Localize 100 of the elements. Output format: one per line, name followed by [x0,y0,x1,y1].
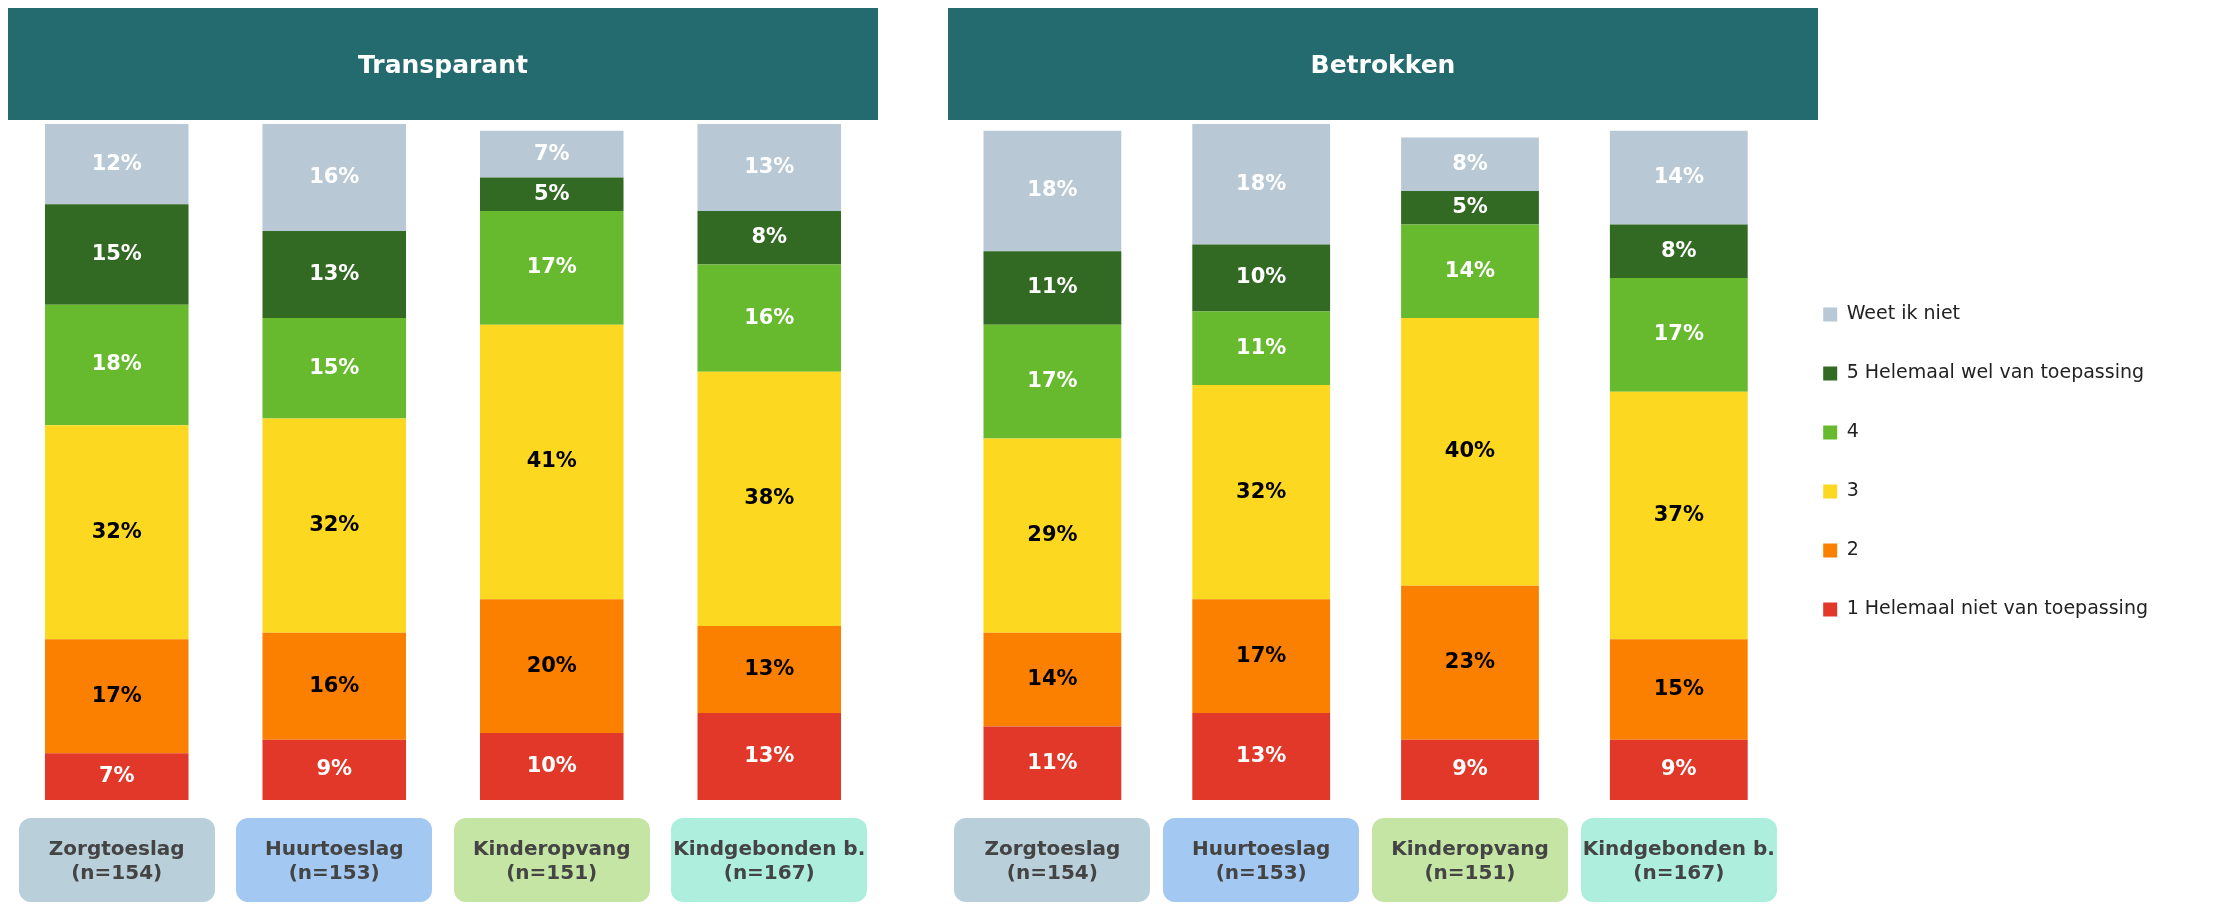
data-label: 13% [309,261,360,286]
bar [44,304,189,426]
bar [1192,385,1331,600]
data-label: 32% [309,512,360,537]
data-label: 8% [1452,150,1488,175]
data-label: 20% [526,652,577,677]
bar [983,438,1122,633]
bar [479,177,624,212]
bar [1609,739,1748,800]
bar [44,124,189,205]
data-label: 7% [98,763,135,788]
legend-label: 4 [1846,419,1859,442]
bar [1401,585,1539,740]
data-label: 10% [1236,264,1287,289]
data-label: 37% [1653,502,1704,526]
x-tick-label: Zorgtoeslag (n=154) [954,818,1151,902]
data-label: 8% [1660,237,1697,262]
data-label: 10% [526,752,577,777]
data-label: 7% [533,140,570,165]
data-label: 9% [1452,756,1488,781]
data-label: 16% [309,672,360,697]
bar [697,712,842,800]
data-label: 17% [1236,642,1287,667]
bar [262,739,407,800]
data-label: 23% [1444,649,1496,674]
bar [1401,224,1539,319]
chart-title: Transparant [8,8,878,120]
bar [262,632,407,740]
legend-label: 1 Helemaal niet van toepassing [1846,596,2149,619]
bar [479,599,624,734]
data-label: 17% [1653,321,1704,346]
legend-label: 5 Helemaal wel van toepassing [1846,360,2145,383]
data-label: 11% [1236,334,1287,359]
bar [44,204,189,305]
bar [697,264,842,372]
data-label: 13% [744,742,795,767]
bar [1401,137,1539,191]
data-label: 12% [91,150,142,175]
bar [697,211,842,265]
data-label: 17% [91,682,142,707]
bar [983,251,1122,325]
data-label: 14% [1027,665,1078,690]
bar [44,425,189,640]
data-label: 18% [1027,177,1078,202]
data-label: 9% [1660,756,1697,781]
bar [1401,318,1539,586]
data-label: 41% [526,448,577,473]
bar [1609,639,1748,740]
bar [697,371,842,626]
data-label: 32% [91,518,142,543]
data-label: 17% [526,254,577,279]
bar [262,124,407,232]
data-label: 9% [316,756,353,781]
data-label: 13% [744,153,795,178]
data-label: 16% [309,164,360,188]
bar [44,639,189,754]
bar [479,733,624,800]
bar [262,318,407,419]
bar [983,632,1122,727]
bar [1609,277,1748,392]
legend-label: Weet ik niet [1846,301,1961,324]
data-label: 13% [744,655,795,680]
data-label: 38% [744,485,795,510]
bar [983,324,1122,439]
bar [697,124,842,212]
bar [1192,124,1331,245]
bar [479,324,624,600]
x-tick-label: Zorgtoeslag (n=154) [18,818,215,902]
bar [1192,244,1331,312]
data-label: 16% [744,304,795,329]
bar [44,753,189,800]
data-label: 18% [1236,170,1287,195]
bar [1192,311,1331,386]
x-tick-label: Kinderopvang (n=151) [453,818,650,902]
bar [1401,190,1539,225]
bar [983,726,1122,800]
data-label: 15% [1653,676,1704,701]
data-label: 5% [1452,194,1488,219]
bar [479,211,624,325]
data-label: 5% [533,180,570,205]
data-label: 15% [309,354,360,379]
data-label: 11% [1027,274,1078,299]
legend-label: 2 [1846,537,1859,560]
x-tick-label: Huurtoeslag (n=153) [1163,818,1360,902]
bar [479,130,624,178]
data-label: 32% [1236,478,1287,503]
bar [262,418,407,633]
x-tick-label: Huurtoeslag (n=153) [236,818,433,902]
bar [1609,391,1748,640]
data-label: 14% [1653,164,1704,188]
data-label: 15% [91,240,142,265]
data-label: 40% [1444,438,1496,463]
legend-label: 3 [1846,478,1859,501]
x-tick-label: Kindgebonden b. (n=167) [1580,818,1777,902]
chart-title: Betrokken [948,8,1818,120]
data-label: 29% [1027,522,1078,547]
data-label: 14% [1444,257,1496,282]
data-label: 11% [1027,749,1078,774]
bar [262,231,407,319]
bar [983,130,1122,252]
